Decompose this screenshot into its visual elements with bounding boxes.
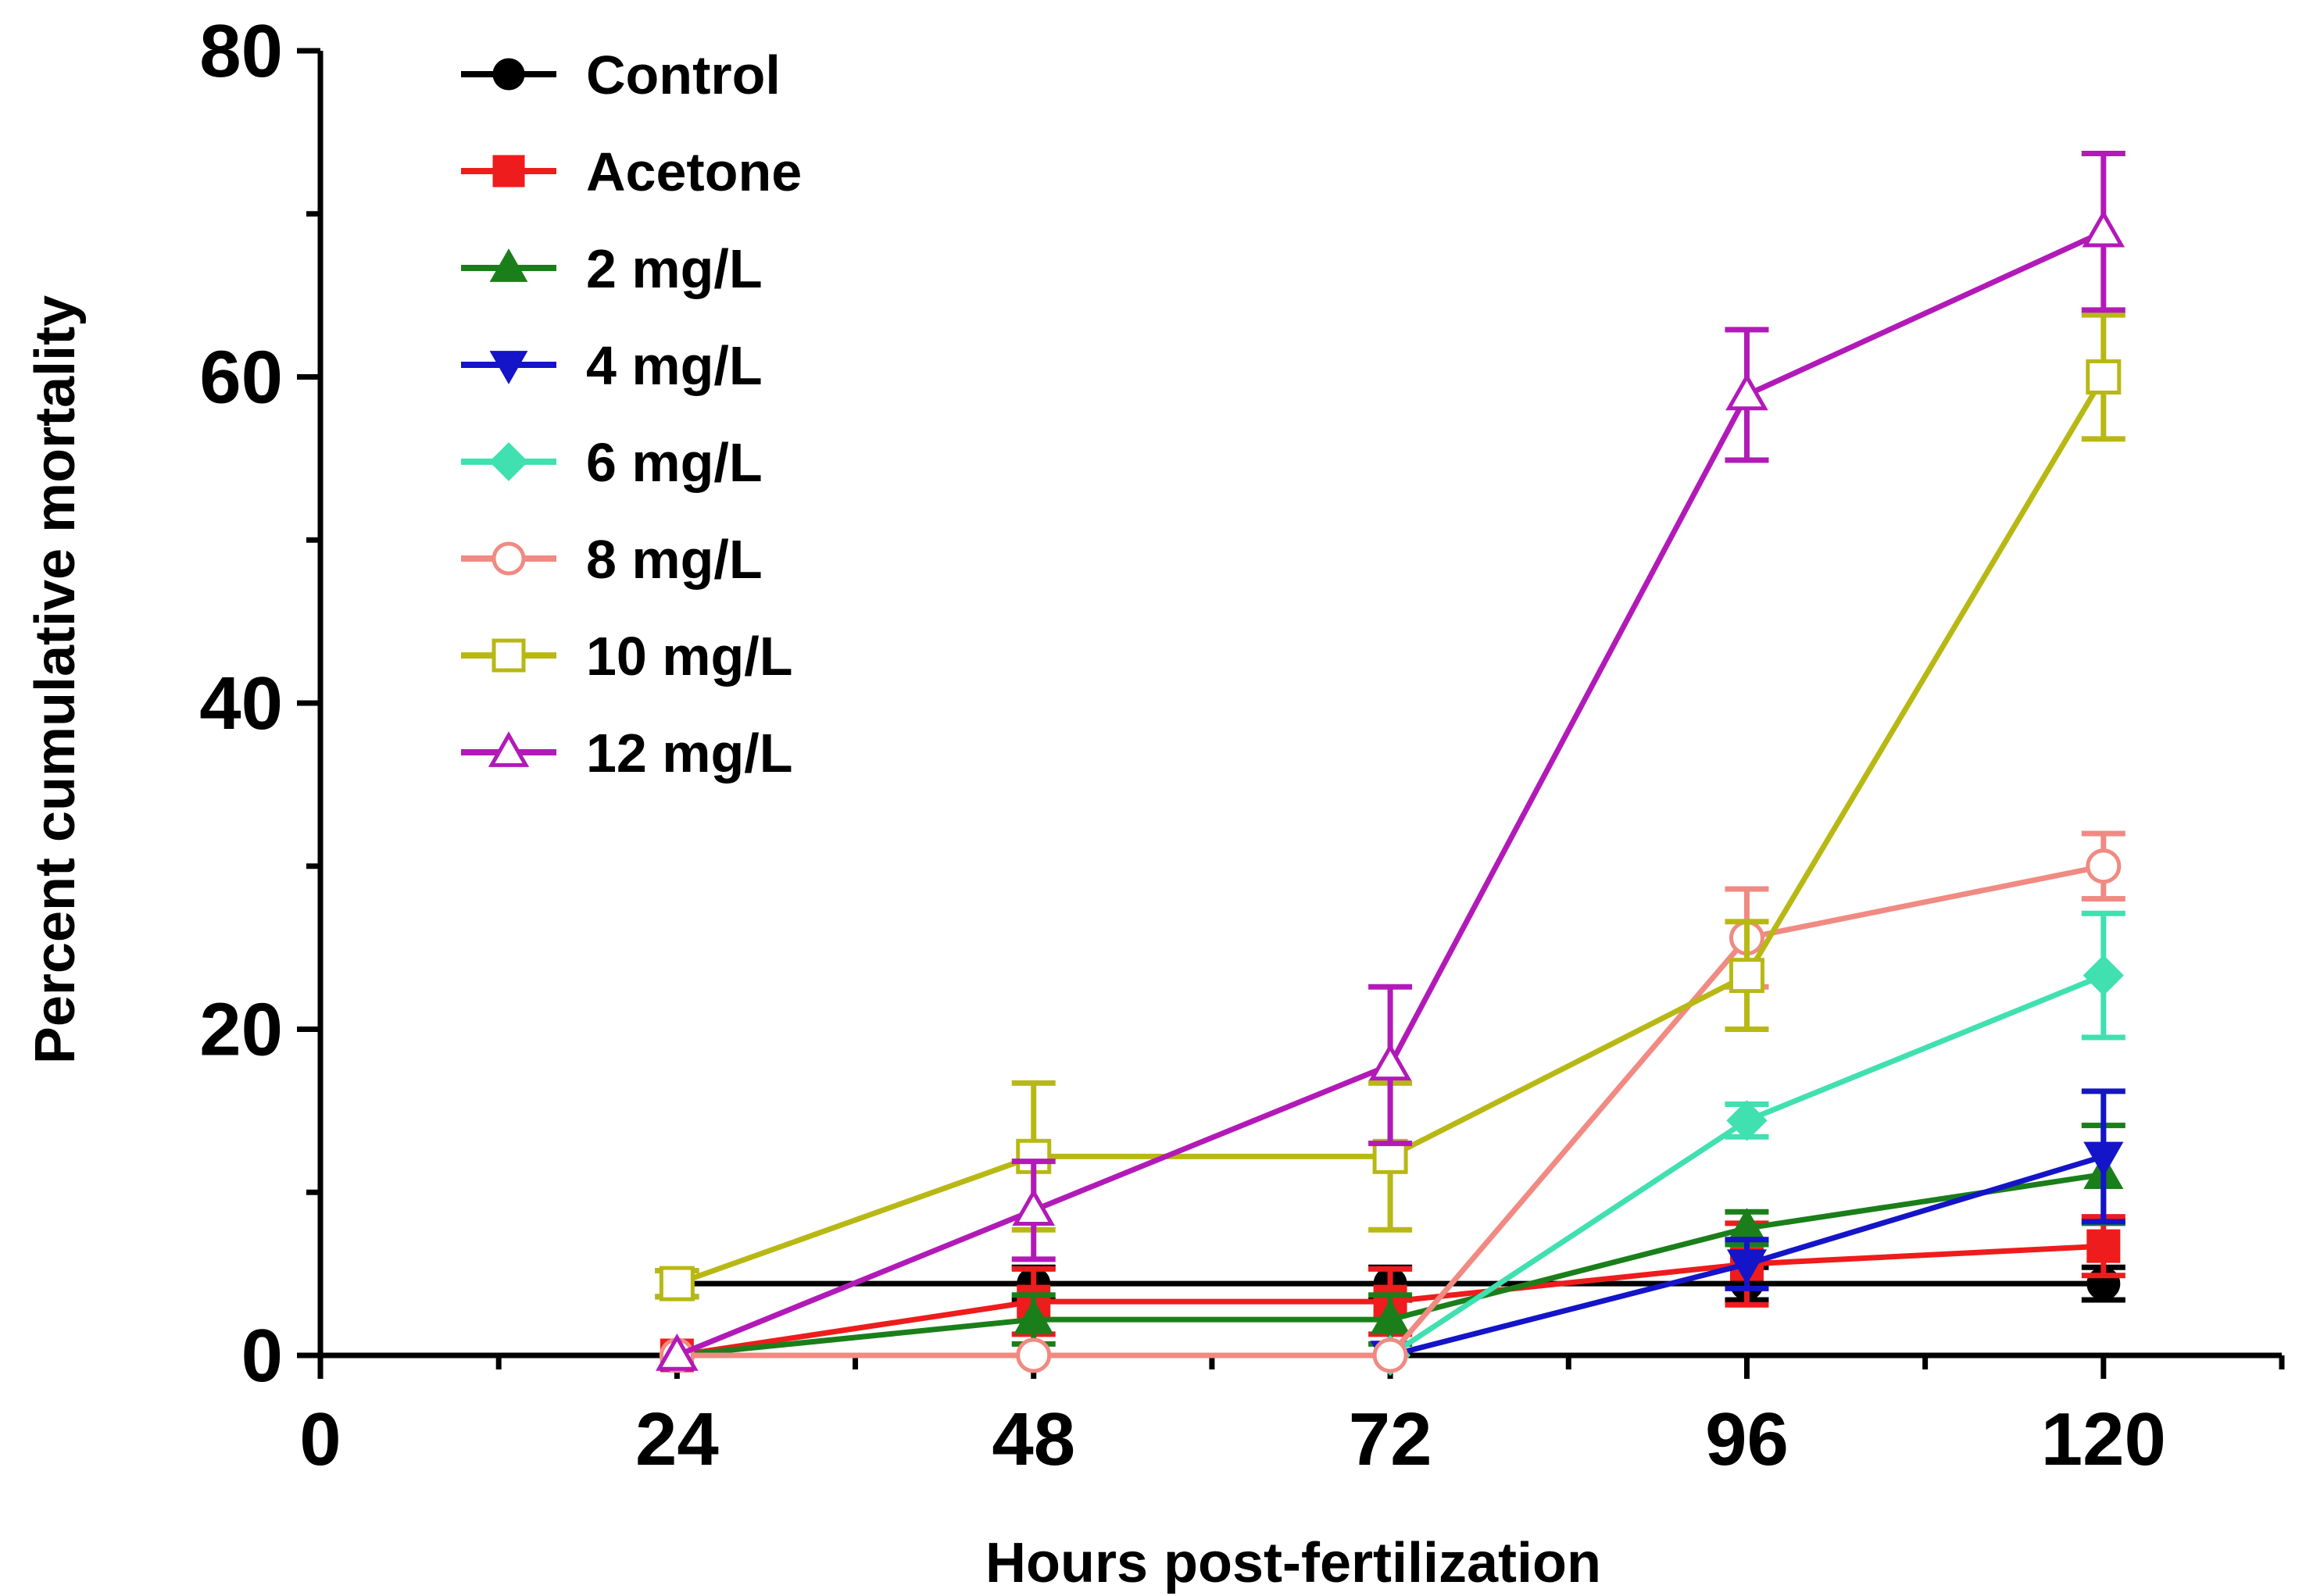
x-tick-label: 48 <box>992 1398 1075 1481</box>
legend-entry: 4 mg/L <box>461 335 763 396</box>
data-point <box>1370 1299 1410 1334</box>
y-tick-label: 20 <box>199 988 283 1072</box>
data-point <box>1368 1043 1412 1081</box>
legend-entry: Control <box>461 45 781 105</box>
legend-label: 4 mg/L <box>586 335 763 396</box>
legend-marker <box>492 541 526 576</box>
legend-marker <box>492 638 526 673</box>
legend-marker <box>492 155 525 187</box>
data-point <box>1372 1337 1408 1373</box>
y-tick-label: 80 <box>199 9 283 93</box>
legend-marker <box>492 58 525 91</box>
plot-area <box>655 151 2125 1376</box>
data-point <box>2083 955 2124 996</box>
legend-entry: 12 mg/L <box>461 723 793 784</box>
data-point <box>2082 209 2125 248</box>
data-point <box>1725 373 1768 411</box>
legend-label: 2 mg/L <box>586 238 763 299</box>
series-12-mg-l <box>656 151 2125 1371</box>
legend-marker <box>488 731 530 767</box>
data-point <box>2086 1229 2121 1263</box>
x-axis-title: Hours post-fertilization <box>985 1532 1601 1594</box>
data-point <box>1016 1337 1052 1373</box>
x-tick-label: 72 <box>1349 1398 1432 1481</box>
legend-marker <box>489 442 528 481</box>
y-axis-title: Percent cumulative mortality <box>24 295 87 1064</box>
legend-label: Control <box>586 45 781 105</box>
legend-label: Acetone <box>586 141 802 202</box>
legend-label: 8 mg/L <box>586 529 763 590</box>
data-point <box>1726 1249 1768 1285</box>
x-tick-label: 0 <box>299 1398 341 1481</box>
series-8-mg-l <box>659 830 2125 1373</box>
data-point <box>659 1266 695 1301</box>
legend-marker <box>489 351 528 384</box>
data-point <box>2086 359 2122 395</box>
data-point <box>1726 1100 1768 1141</box>
data-point <box>1729 958 1764 994</box>
legend-entry: 2 mg/L <box>461 238 763 299</box>
x-tick-label: 24 <box>635 1398 719 1481</box>
legend-entry: 10 mg/L <box>461 626 793 687</box>
legend-label: 10 mg/L <box>586 626 793 687</box>
data-point <box>1014 1299 1054 1334</box>
x-tick-label: 96 <box>1705 1398 1789 1481</box>
legend-entry: Acetone <box>461 141 802 202</box>
y-tick-label: 0 <box>241 1314 283 1398</box>
legend-entry: 6 mg/L <box>461 432 763 493</box>
x-tick-label: 120 <box>2041 1398 2166 1481</box>
legend-marker <box>489 248 528 282</box>
series-10-mg-l <box>655 312 2125 1301</box>
legend: Control Acetone 2 mg/L 4 mg/L 6 mg/L 8 mg/L 10… <box>461 45 802 784</box>
legend-label: 6 mg/L <box>586 432 763 493</box>
data-point <box>2086 848 2122 884</box>
legend-entry: 8 mg/L <box>461 529 763 590</box>
axes: 0 20 40 60 80 0 24 48 72 96 120 <box>199 9 2285 1481</box>
data-point <box>656 1333 699 1371</box>
data-point <box>1012 1188 1056 1226</box>
legend-label: 12 mg/L <box>586 723 793 784</box>
y-tick-label: 60 <box>199 336 283 420</box>
y-tick-label: 40 <box>199 662 283 745</box>
data-point <box>2083 1141 2124 1177</box>
